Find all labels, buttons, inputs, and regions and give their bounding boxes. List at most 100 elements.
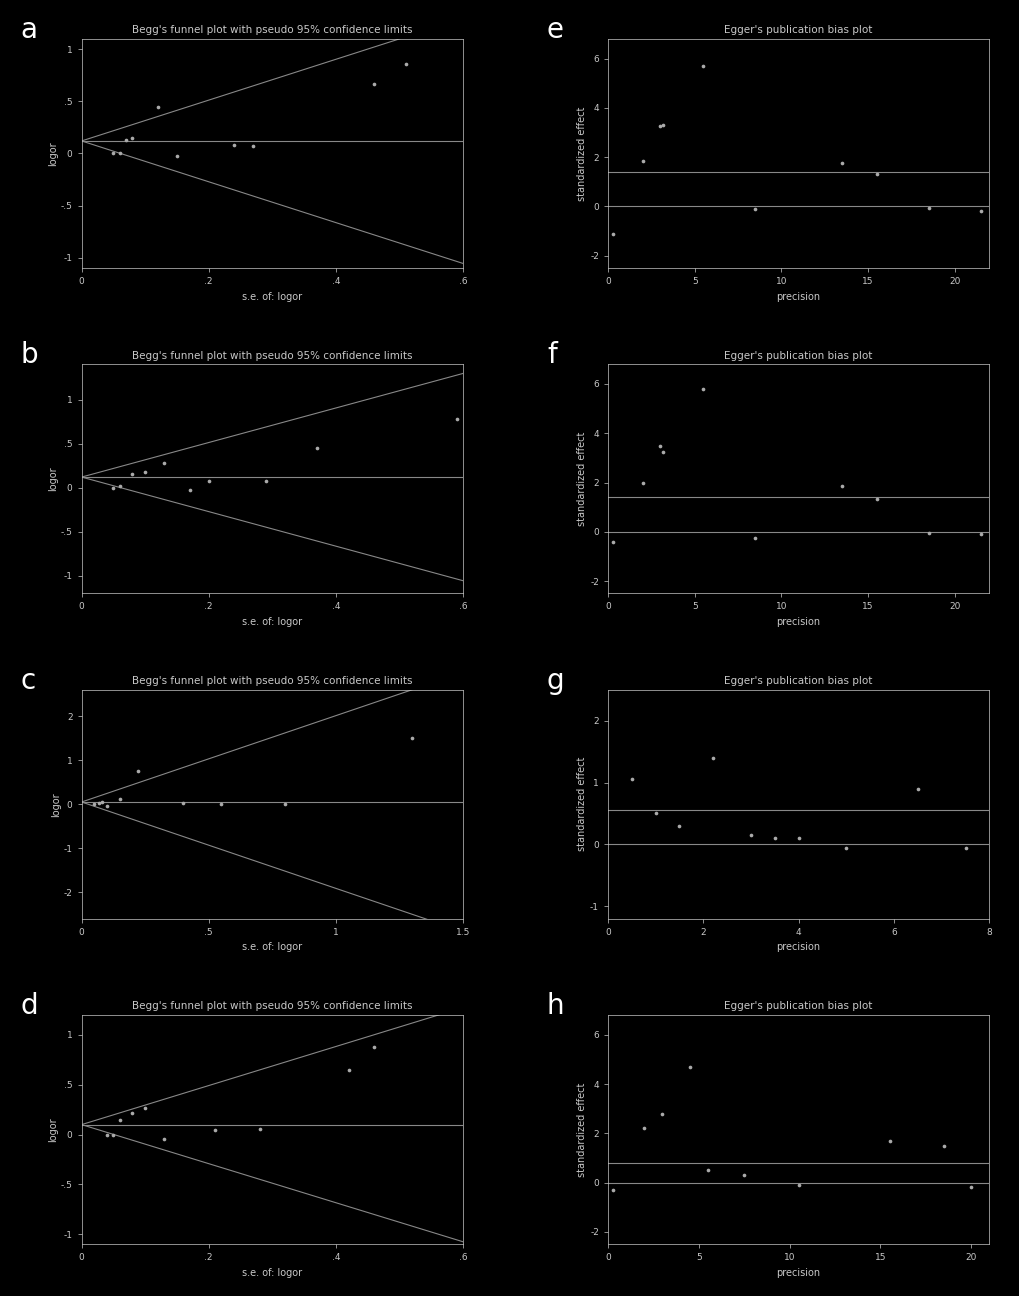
Point [366, 1037, 382, 1058]
Point [880, 1130, 897, 1151]
Point [252, 1118, 268, 1139]
Point [604, 1179, 621, 1200]
Point [99, 1124, 115, 1144]
Point [604, 531, 621, 552]
Title: Egger's publication bias plot: Egger's publication bias plot [723, 1002, 872, 1011]
Text: e: e [546, 16, 564, 44]
Text: g: g [546, 666, 564, 695]
Text: a: a [20, 16, 38, 44]
Point [124, 464, 141, 485]
Point [111, 788, 127, 809]
Point [150, 96, 166, 117]
Point [129, 761, 146, 781]
Point [111, 476, 127, 496]
Point [276, 793, 292, 814]
Point [790, 1174, 806, 1195]
Point [111, 143, 127, 163]
Point [366, 74, 382, 95]
Point [934, 1135, 951, 1156]
Text: b: b [20, 341, 38, 369]
Y-axis label: logor: logor [48, 467, 58, 491]
Point [156, 1129, 172, 1150]
Y-axis label: standardized effect: standardized effect [577, 757, 587, 851]
Point [704, 748, 720, 769]
Text: h: h [546, 993, 564, 1020]
Point [699, 1160, 715, 1181]
Point [868, 165, 884, 185]
Point [226, 135, 243, 156]
Title: Begg's funnel plot with pseudo 95% confidence limits: Begg's funnel plot with pseudo 95% confi… [131, 351, 412, 360]
Y-axis label: standardized effect: standardized effect [577, 106, 587, 201]
Point [111, 1109, 127, 1130]
Title: Begg's funnel plot with pseudo 95% confidence limits: Begg's funnel plot with pseudo 95% confi… [131, 677, 412, 686]
Point [201, 472, 217, 492]
Point [972, 524, 988, 544]
X-axis label: s.e. of: logor: s.e. of: logor [243, 1267, 302, 1278]
Point [207, 1120, 223, 1140]
Point [651, 435, 667, 456]
Point [623, 769, 639, 789]
X-axis label: s.e. of: logor: s.e. of: logor [243, 292, 302, 302]
Point [397, 53, 414, 74]
Point [91, 793, 107, 814]
Point [695, 56, 711, 76]
Point [105, 1124, 121, 1144]
X-axis label: precision: precision [775, 292, 820, 302]
Point [909, 779, 925, 800]
Point [920, 198, 936, 219]
Point [747, 200, 763, 220]
Point [137, 461, 153, 482]
Point [175, 793, 192, 814]
Point [647, 804, 663, 824]
Point [181, 480, 198, 500]
Point [105, 143, 121, 163]
Point [604, 223, 621, 244]
Point [957, 837, 973, 858]
Point [654, 442, 671, 463]
X-axis label: precision: precision [775, 617, 820, 627]
Point [99, 796, 115, 816]
Y-axis label: logor: logor [48, 1117, 58, 1142]
Text: d: d [20, 993, 38, 1020]
Point [86, 794, 102, 815]
Point [634, 472, 650, 492]
Point [105, 477, 121, 498]
Title: Egger's publication bias plot: Egger's publication bias plot [723, 677, 872, 686]
Text: f: f [546, 341, 556, 369]
Point [404, 728, 420, 749]
Point [671, 815, 687, 836]
Point [124, 1103, 141, 1124]
X-axis label: s.e. of: logor: s.e. of: logor [243, 617, 302, 627]
Point [156, 452, 172, 473]
Point [654, 115, 671, 136]
Point [695, 378, 711, 399]
Point [651, 115, 667, 136]
Point [834, 476, 850, 496]
Point [94, 792, 110, 813]
Title: Egger's publication bias plot: Egger's publication bias plot [723, 26, 872, 35]
Title: Begg's funnel plot with pseudo 95% confidence limits: Begg's funnel plot with pseudo 95% confi… [131, 1002, 412, 1011]
Title: Begg's funnel plot with pseudo 95% confidence limits: Begg's funnel plot with pseudo 95% confi… [131, 26, 412, 35]
Point [340, 1059, 357, 1080]
Y-axis label: logor: logor [48, 141, 58, 166]
Point [834, 152, 850, 172]
Point [213, 794, 229, 815]
Point [653, 1103, 669, 1124]
Point [137, 1098, 153, 1118]
Point [245, 136, 261, 157]
X-axis label: precision: precision [775, 1267, 820, 1278]
Point [168, 145, 184, 166]
Point [868, 489, 884, 509]
X-axis label: s.e. of: logor: s.e. of: logor [243, 942, 302, 953]
Point [766, 828, 783, 849]
Point [790, 828, 806, 849]
Y-axis label: logor: logor [51, 792, 61, 816]
Point [736, 1165, 752, 1186]
Point [747, 527, 763, 548]
Point [920, 522, 936, 543]
Point [838, 837, 854, 858]
Y-axis label: standardized effect: standardized effect [577, 1082, 587, 1177]
Point [681, 1056, 697, 1077]
Point [962, 1177, 978, 1198]
Y-axis label: standardized effect: standardized effect [577, 432, 587, 526]
